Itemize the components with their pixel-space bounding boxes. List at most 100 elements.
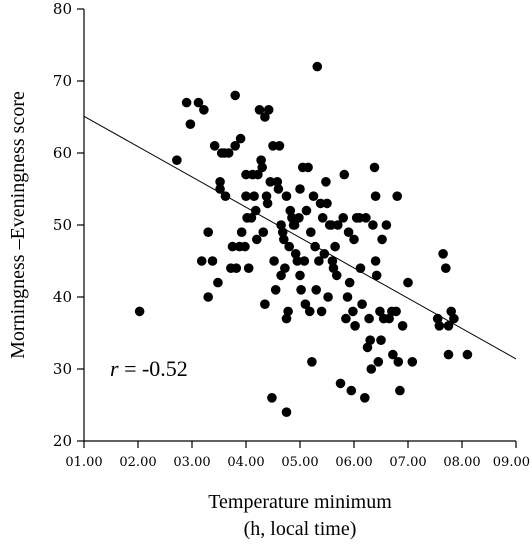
data-point bbox=[310, 241, 320, 252]
data-point bbox=[257, 162, 268, 173]
data-point bbox=[241, 191, 251, 201]
data-point bbox=[438, 249, 448, 259]
data-point bbox=[215, 177, 225, 187]
data-point bbox=[231, 263, 242, 274]
data-point bbox=[246, 213, 257, 223]
data-point bbox=[370, 191, 381, 201]
data-point bbox=[289, 220, 300, 230]
data-point bbox=[273, 184, 284, 194]
data-point bbox=[335, 378, 346, 389]
data-point bbox=[384, 313, 394, 324]
data-point bbox=[333, 220, 343, 230]
data-point bbox=[207, 256, 218, 266]
data-point bbox=[283, 306, 293, 317]
data-point bbox=[328, 263, 339, 274]
correlation-value: = -0.52 bbox=[119, 356, 188, 381]
x-tick-label: 09.00 bbox=[493, 455, 530, 470]
data-point bbox=[322, 198, 332, 209]
data-points bbox=[134, 61, 473, 418]
data-point bbox=[276, 270, 286, 281]
y-tick-label: 60 bbox=[53, 144, 72, 162]
data-point bbox=[274, 141, 285, 151]
data-point bbox=[312, 61, 323, 72]
data-point bbox=[388, 349, 398, 360]
data-point bbox=[203, 227, 213, 237]
data-point bbox=[362, 342, 373, 353]
data-point bbox=[432, 313, 443, 324]
data-point bbox=[256, 155, 266, 165]
data-point bbox=[287, 213, 297, 223]
data-point bbox=[279, 234, 289, 245]
data-point bbox=[299, 256, 310, 266]
x-tick-label: 03.00 bbox=[173, 455, 210, 470]
data-point bbox=[260, 299, 270, 310]
data-point bbox=[281, 191, 292, 201]
data-point bbox=[321, 177, 331, 187]
x-axis-title: Temperature minimum bbox=[208, 491, 392, 513]
data-point bbox=[203, 292, 213, 302]
data-point bbox=[172, 155, 182, 165]
data-point bbox=[364, 313, 374, 324]
data-point bbox=[276, 220, 286, 230]
x-tick-label: 08.00 bbox=[443, 455, 480, 470]
data-point bbox=[344, 277, 355, 288]
data-point bbox=[300, 299, 311, 310]
data-point bbox=[348, 306, 358, 317]
x-ticks: 01.00 02.00 03.00 04.00 05.00 06.00 07.00 08.00… bbox=[65, 441, 530, 470]
data-point bbox=[331, 270, 342, 281]
data-point bbox=[296, 285, 306, 295]
correlation-annotation: r = -0.52 bbox=[110, 356, 188, 381]
data-point bbox=[342, 292, 353, 302]
data-point bbox=[304, 306, 315, 317]
data-point bbox=[209, 141, 220, 151]
data-point bbox=[253, 169, 263, 180]
y-tick-label: 70 bbox=[53, 72, 72, 90]
data-point bbox=[371, 270, 382, 281]
x-tick-label: 05.00 bbox=[281, 455, 318, 470]
data-point bbox=[391, 306, 401, 317]
data-point bbox=[434, 321, 445, 331]
data-point bbox=[196, 256, 207, 266]
data-point bbox=[254, 105, 265, 115]
data-point bbox=[193, 97, 204, 108]
x-tick-label: 06.00 bbox=[335, 455, 372, 470]
data-point bbox=[355, 263, 366, 274]
data-point bbox=[360, 393, 370, 403]
data-point bbox=[323, 292, 333, 302]
data-point bbox=[235, 133, 246, 144]
data-point bbox=[443, 321, 454, 331]
data-point bbox=[350, 321, 360, 331]
data-point bbox=[393, 357, 404, 367]
data-point bbox=[262, 198, 273, 209]
data-point bbox=[441, 263, 451, 274]
data-point bbox=[134, 306, 145, 317]
data-point bbox=[249, 191, 259, 201]
data-point bbox=[339, 169, 350, 180]
data-point bbox=[230, 141, 240, 151]
data-point bbox=[260, 112, 270, 122]
y-tick-label: 40 bbox=[53, 288, 72, 306]
data-point bbox=[181, 97, 192, 108]
data-point bbox=[258, 227, 269, 237]
data-point bbox=[373, 357, 384, 367]
data-point bbox=[346, 385, 357, 396]
data-point bbox=[270, 285, 281, 295]
data-point bbox=[377, 234, 387, 245]
data-point bbox=[243, 263, 254, 274]
data-point bbox=[267, 393, 277, 403]
data-point bbox=[301, 205, 312, 216]
data-point bbox=[292, 256, 303, 266]
data-point bbox=[307, 357, 317, 367]
data-point bbox=[308, 191, 319, 201]
data-point bbox=[361, 213, 371, 223]
data-point bbox=[443, 349, 454, 360]
data-point bbox=[303, 162, 313, 173]
data-point bbox=[294, 213, 304, 223]
data-point bbox=[280, 263, 290, 274]
data-point bbox=[338, 213, 349, 223]
y-tick-label: 20 bbox=[53, 432, 72, 450]
data-point bbox=[215, 184, 225, 194]
data-point bbox=[213, 277, 223, 288]
data-point bbox=[343, 227, 354, 237]
